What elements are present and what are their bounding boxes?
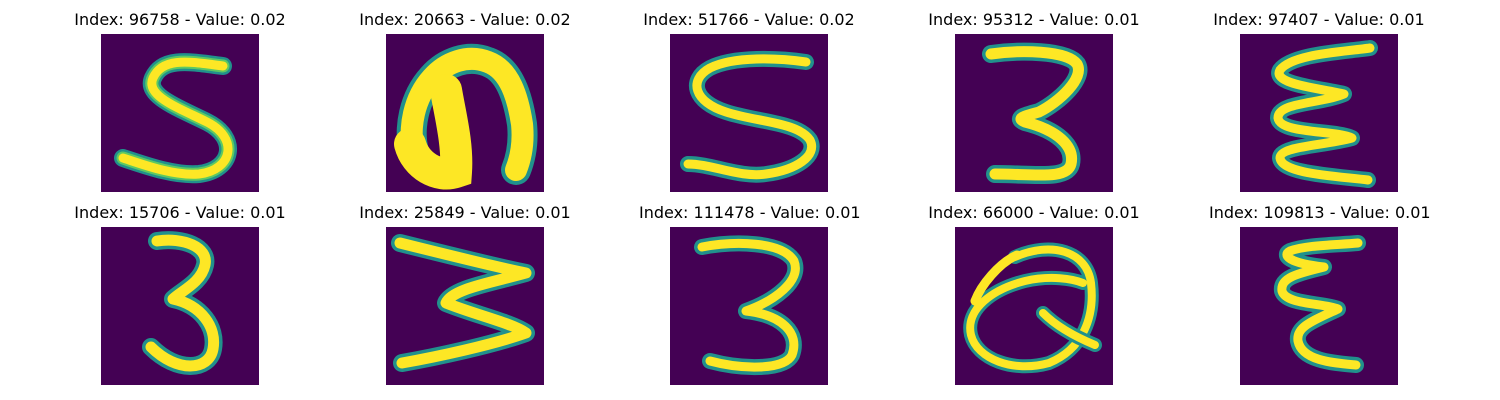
digit-image	[386, 227, 544, 385]
digit-image	[101, 227, 259, 385]
digit-image	[955, 227, 1113, 385]
image-panel-9: Index: 66000 - Value: 0.01	[924, 193, 1144, 385]
image-panel-2: Index: 20663 - Value: 0.02	[355, 0, 575, 192]
image-panel-10: Index: 109813 - Value: 0.01	[1209, 193, 1431, 385]
digit-image	[670, 34, 828, 192]
panel-title: Index: 20663 - Value: 0.02	[359, 10, 571, 29]
panel-title: Index: 15706 - Value: 0.01	[74, 203, 286, 222]
digit-image	[670, 227, 828, 385]
panel-title: Index: 66000 - Value: 0.01	[928, 203, 1140, 222]
digit-image	[386, 34, 544, 192]
image-panel-6: Index: 15706 - Value: 0.01	[70, 193, 290, 385]
image-panel-7: Index: 25849 - Value: 0.01	[355, 193, 575, 385]
panel-title: Index: 95312 - Value: 0.01	[928, 10, 1140, 29]
image-panel-5: Index: 97407 - Value: 0.01	[1209, 0, 1429, 192]
digit-image	[101, 34, 259, 192]
panel-title: Index: 111478 - Value: 0.01	[639, 203, 861, 222]
digit-image	[1240, 227, 1398, 385]
panel-title: Index: 97407 - Value: 0.01	[1213, 10, 1425, 29]
image-panel-4: Index: 95312 - Value: 0.01	[924, 0, 1144, 192]
panel-title: Index: 109813 - Value: 0.01	[1209, 203, 1431, 222]
panel-title: Index: 96758 - Value: 0.02	[74, 10, 286, 29]
panel-title: Index: 51766 - Value: 0.02	[643, 10, 855, 29]
image-panel-8: Index: 111478 - Value: 0.01	[639, 193, 861, 385]
image-panel-1: Index: 96758 - Value: 0.02	[70, 0, 290, 192]
digit-image	[955, 34, 1113, 192]
digit-image	[1240, 34, 1398, 192]
panel-title: Index: 25849 - Value: 0.01	[359, 203, 571, 222]
image-panel-3: Index: 51766 - Value: 0.02	[639, 0, 859, 192]
